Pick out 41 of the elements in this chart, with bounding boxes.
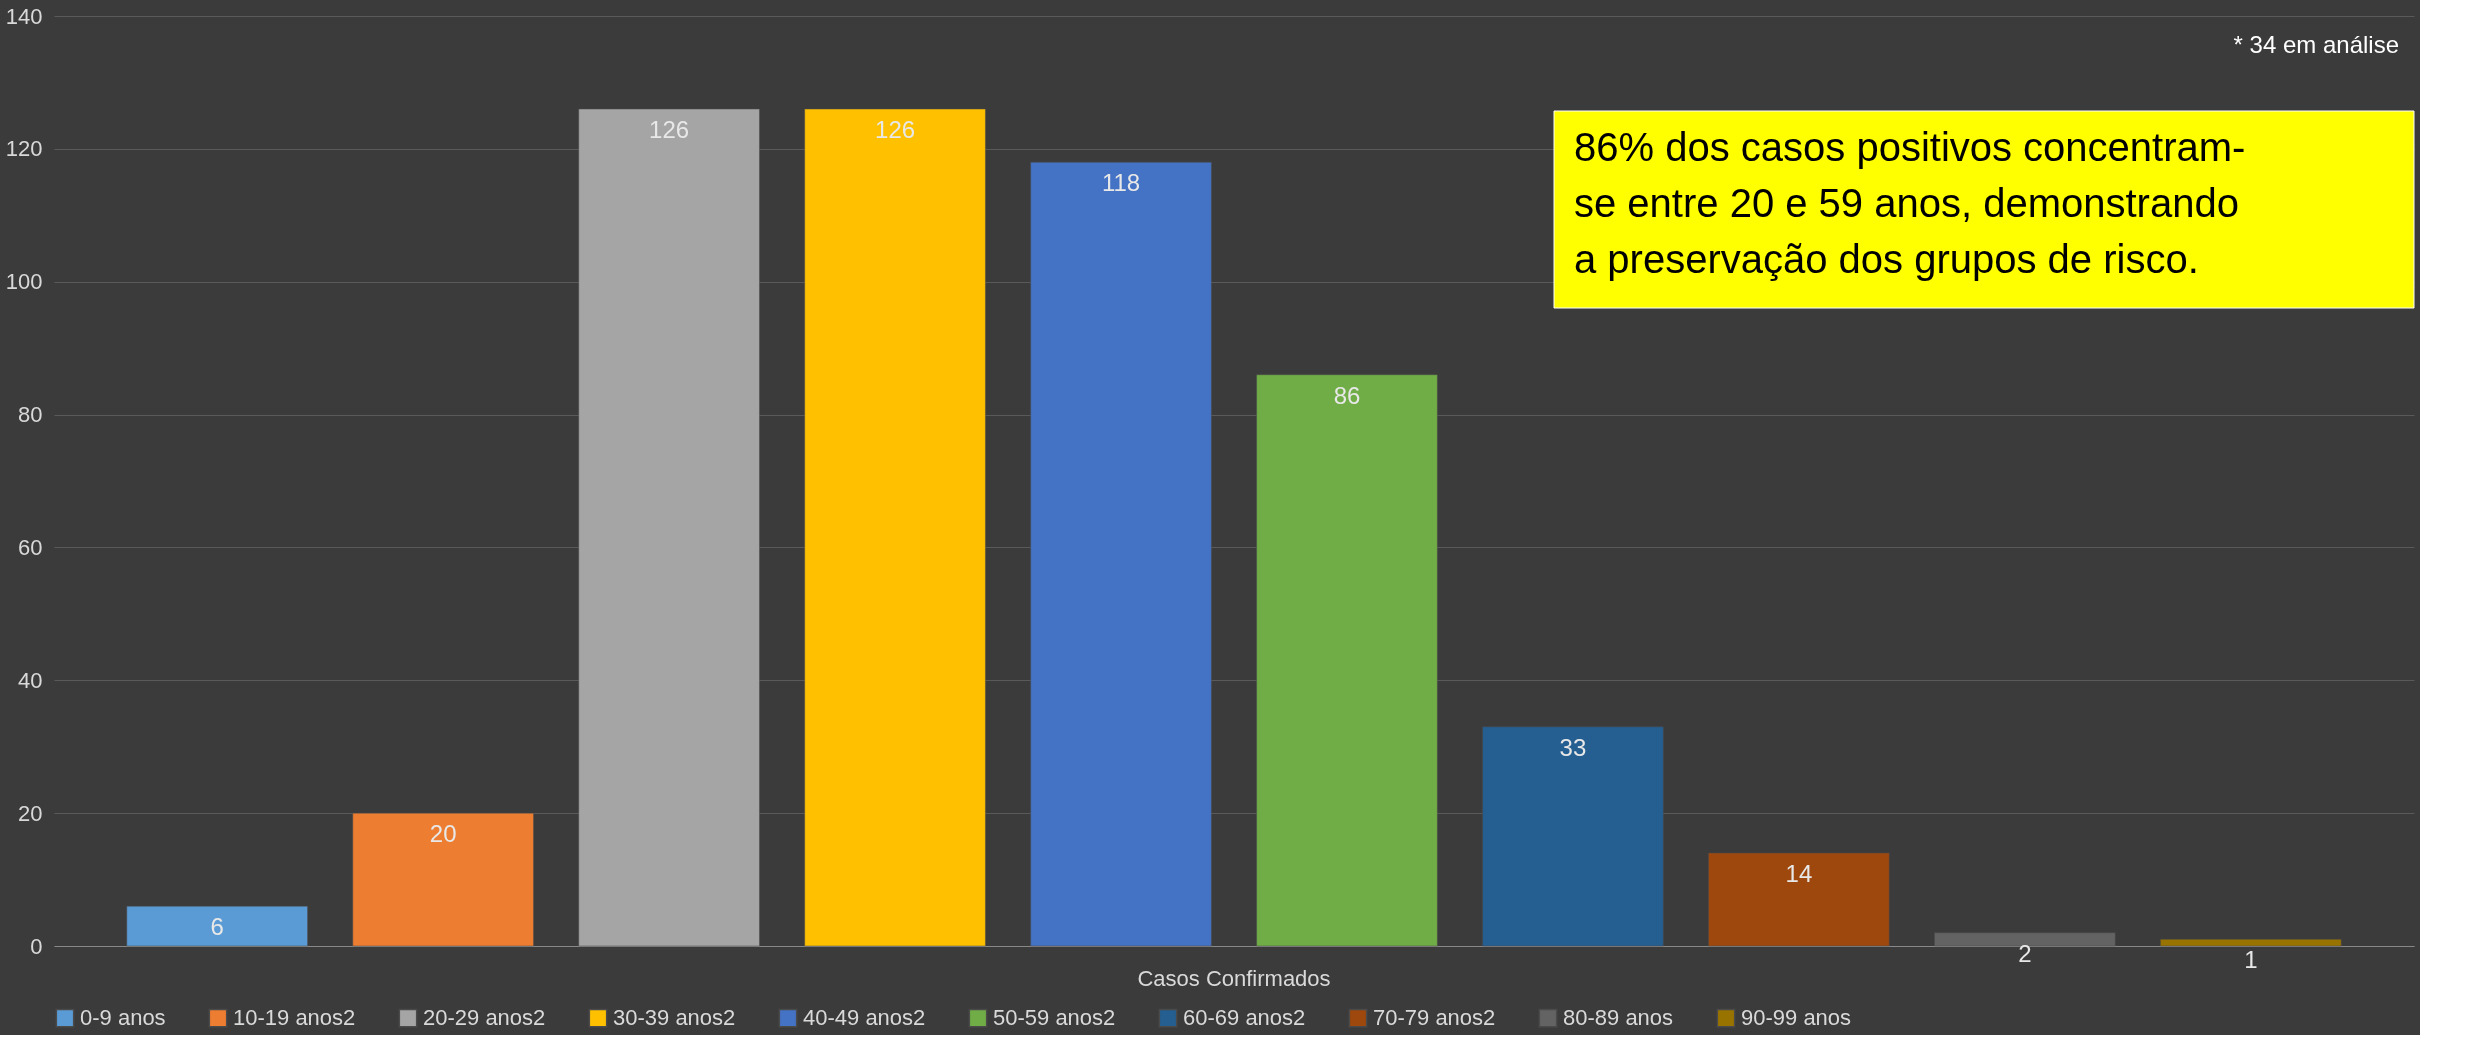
bar [126,905,308,947]
y-tick-label: 120 [5,136,43,162]
y-tick-label: 0 [30,933,43,959]
bar [1256,374,1438,947]
legend-label: 40-49 anos2 [803,1005,926,1031]
annotation: * 34 em análise [2233,31,2399,58]
y-tick-label: 20 [18,800,43,826]
bar [2160,939,2342,947]
bar [578,108,760,947]
legend-label: 20-29 anos2 [423,1005,546,1031]
bar [804,108,986,947]
y-tick-label: 40 [18,667,43,693]
legend-label: 30-39 anos2 [613,1005,736,1031]
data-label: 6 [210,913,224,941]
y-tick-label: 80 [18,402,43,428]
legend-label: 70-79 anos2 [1373,1005,1496,1031]
y-tick-label: 100 [5,269,43,295]
data-label: 118 [1101,169,1141,197]
data-label: 2 [2018,939,2032,967]
legend-label: 10-19 anos2 [233,1005,356,1031]
legend-label: 80-89 anos [1563,1005,1674,1031]
data-label: 126 [875,116,916,143]
x-tick-label: Casos Confirmados [1137,965,1331,991]
bar [1708,852,1890,947]
bar [1030,161,1212,947]
annotation: 86% dos casos positivos concentram-se entre 20 e 59 anos, demonstrando a preservação dos grupos de risco. [1574,125,2246,281]
legend-label: 60-69 anos2 [1183,1005,1306,1031]
bar [352,812,534,947]
data-label: 126 [649,116,690,143]
bar [1482,726,1664,947]
y-tick-label: 140 [5,3,43,29]
y-tick-label: 60 [18,534,43,560]
data-label: 1 [2244,946,2258,974]
data-label: 86 [1333,381,1361,409]
legend-label: 90-99 anos [1741,1005,1852,1031]
legend-label: 50-59 anos2 [993,1005,1116,1031]
legend-label: 0-9 anos [80,1005,166,1031]
data-label: 33 [1559,733,1587,761]
data-label: 14 [1785,860,1813,887]
bar [1934,932,2116,947]
data-label: 20 [429,820,457,848]
